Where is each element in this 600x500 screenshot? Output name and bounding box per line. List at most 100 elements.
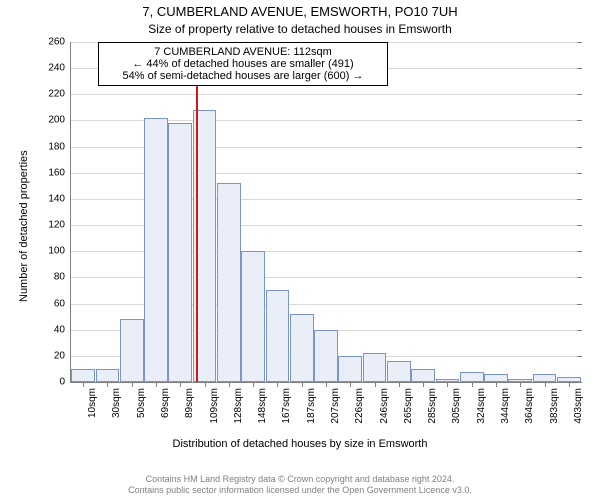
xtick-label: 403sqm bbox=[573, 388, 584, 424]
histogram-bar bbox=[290, 314, 314, 382]
xtick-label: 50sqm bbox=[136, 388, 147, 418]
xtick-label: 246sqm bbox=[379, 388, 390, 424]
histogram-bar bbox=[411, 369, 435, 382]
histogram-bar bbox=[484, 374, 508, 382]
xtick-label: 148sqm bbox=[257, 388, 268, 424]
xtick-label: 265sqm bbox=[403, 388, 414, 424]
marker-line bbox=[196, 42, 198, 382]
xtick-mark bbox=[326, 382, 327, 387]
xtick-label: 109sqm bbox=[209, 388, 220, 424]
xtick-label: 324sqm bbox=[476, 388, 487, 424]
xtick-mark bbox=[472, 382, 473, 387]
xtick-label: 344sqm bbox=[500, 388, 511, 424]
histogram-bar bbox=[241, 251, 265, 382]
xtick-label: 207sqm bbox=[330, 388, 341, 424]
xtick-mark bbox=[350, 382, 351, 387]
xtick-mark bbox=[399, 382, 400, 387]
xtick-label: 30sqm bbox=[111, 388, 122, 418]
xtick-mark bbox=[156, 382, 157, 387]
histogram-bar bbox=[168, 123, 192, 382]
ytick-label: 60 bbox=[54, 298, 65, 309]
histogram-bar bbox=[144, 118, 168, 382]
xtick-mark bbox=[447, 382, 448, 387]
footer-line-1: Contains HM Land Registry data © Crown c… bbox=[0, 474, 600, 485]
annotation-line-1: 7 CUMBERLAND AVENUE: 112sqm bbox=[105, 46, 381, 58]
xtick-mark bbox=[180, 382, 181, 387]
histogram-bar bbox=[363, 353, 387, 382]
ytick-mark bbox=[577, 147, 582, 148]
footer-line-2: Contains public sector information licen… bbox=[0, 485, 600, 496]
ytick-mark bbox=[577, 42, 582, 43]
histogram-bar bbox=[533, 374, 557, 382]
ytick-label: 80 bbox=[54, 272, 65, 283]
ytick-mark bbox=[577, 277, 582, 278]
histogram-bar bbox=[338, 356, 362, 382]
xtick-label: 69sqm bbox=[160, 388, 171, 418]
xtick-mark bbox=[132, 382, 133, 387]
ytick-mark bbox=[577, 225, 582, 226]
ytick-label: 120 bbox=[48, 220, 65, 231]
xtick-mark bbox=[83, 382, 84, 387]
xtick-label: 128sqm bbox=[233, 388, 244, 424]
ytick-label: 100 bbox=[48, 246, 65, 257]
xtick-mark bbox=[107, 382, 108, 387]
xtick-mark bbox=[423, 382, 424, 387]
histogram-bar bbox=[120, 319, 144, 382]
ytick-label: 140 bbox=[48, 193, 65, 204]
histogram-bar bbox=[217, 183, 241, 382]
xtick-label: 10sqm bbox=[87, 388, 98, 418]
page-subtitle: Size of property relative to detached ho… bbox=[0, 22, 600, 36]
gridline bbox=[71, 94, 581, 95]
ytick-mark bbox=[577, 330, 582, 331]
ytick-mark bbox=[577, 304, 582, 305]
histogram-bar bbox=[96, 369, 120, 382]
footer: Contains HM Land Registry data © Crown c… bbox=[0, 474, 600, 497]
xtick-mark bbox=[569, 382, 570, 387]
ytick-label: 260 bbox=[48, 37, 65, 48]
xtick-mark bbox=[496, 382, 497, 387]
plot-area: 02040608010012014016018020022024026010sq… bbox=[70, 42, 581, 383]
xtick-label: 383sqm bbox=[549, 388, 560, 424]
x-axis-label: Distribution of detached houses by size … bbox=[0, 438, 600, 450]
histogram-bar bbox=[387, 361, 411, 382]
y-axis-label: Number of detached properties bbox=[18, 150, 30, 302]
ytick-mark bbox=[577, 94, 582, 95]
annotation-line-3: 54% of semi-detached houses are larger (… bbox=[105, 70, 381, 82]
histogram-bar bbox=[71, 369, 95, 382]
ytick-label: 0 bbox=[59, 377, 65, 388]
annotation-box: 7 CUMBERLAND AVENUE: 112sqm ← 44% of det… bbox=[98, 42, 388, 86]
ytick-mark bbox=[577, 251, 582, 252]
xtick-mark bbox=[277, 382, 278, 387]
xtick-label: 285sqm bbox=[427, 388, 438, 424]
xtick-mark bbox=[229, 382, 230, 387]
histogram-bar bbox=[266, 290, 290, 382]
ytick-mark bbox=[577, 173, 582, 174]
ytick-mark bbox=[577, 382, 582, 383]
histogram-bar bbox=[314, 330, 338, 382]
xtick-mark bbox=[520, 382, 521, 387]
xtick-label: 364sqm bbox=[524, 388, 535, 424]
page-title: 7, CUMBERLAND AVENUE, EMSWORTH, PO10 7UH bbox=[0, 4, 600, 19]
xtick-label: 89sqm bbox=[184, 388, 195, 418]
ytick-label: 220 bbox=[48, 89, 65, 100]
ytick-label: 160 bbox=[48, 167, 65, 178]
ytick-mark bbox=[577, 356, 582, 357]
xtick-label: 226sqm bbox=[354, 388, 365, 424]
xtick-mark bbox=[545, 382, 546, 387]
xtick-mark bbox=[205, 382, 206, 387]
xtick-label: 305sqm bbox=[451, 388, 462, 424]
ytick-label: 40 bbox=[54, 324, 65, 335]
ytick-label: 200 bbox=[48, 115, 65, 126]
xtick-mark bbox=[375, 382, 376, 387]
xtick-mark bbox=[253, 382, 254, 387]
xtick-label: 167sqm bbox=[281, 388, 292, 424]
ytick-label: 20 bbox=[54, 350, 65, 361]
ytick-mark bbox=[577, 199, 582, 200]
histogram-bar bbox=[460, 372, 484, 382]
ytick-mark bbox=[577, 68, 582, 69]
xtick-label: 187sqm bbox=[306, 388, 317, 424]
ytick-mark bbox=[577, 120, 582, 121]
annotation-line-2: ← 44% of detached houses are smaller (49… bbox=[105, 58, 381, 70]
ytick-label: 180 bbox=[48, 141, 65, 152]
xtick-mark bbox=[302, 382, 303, 387]
